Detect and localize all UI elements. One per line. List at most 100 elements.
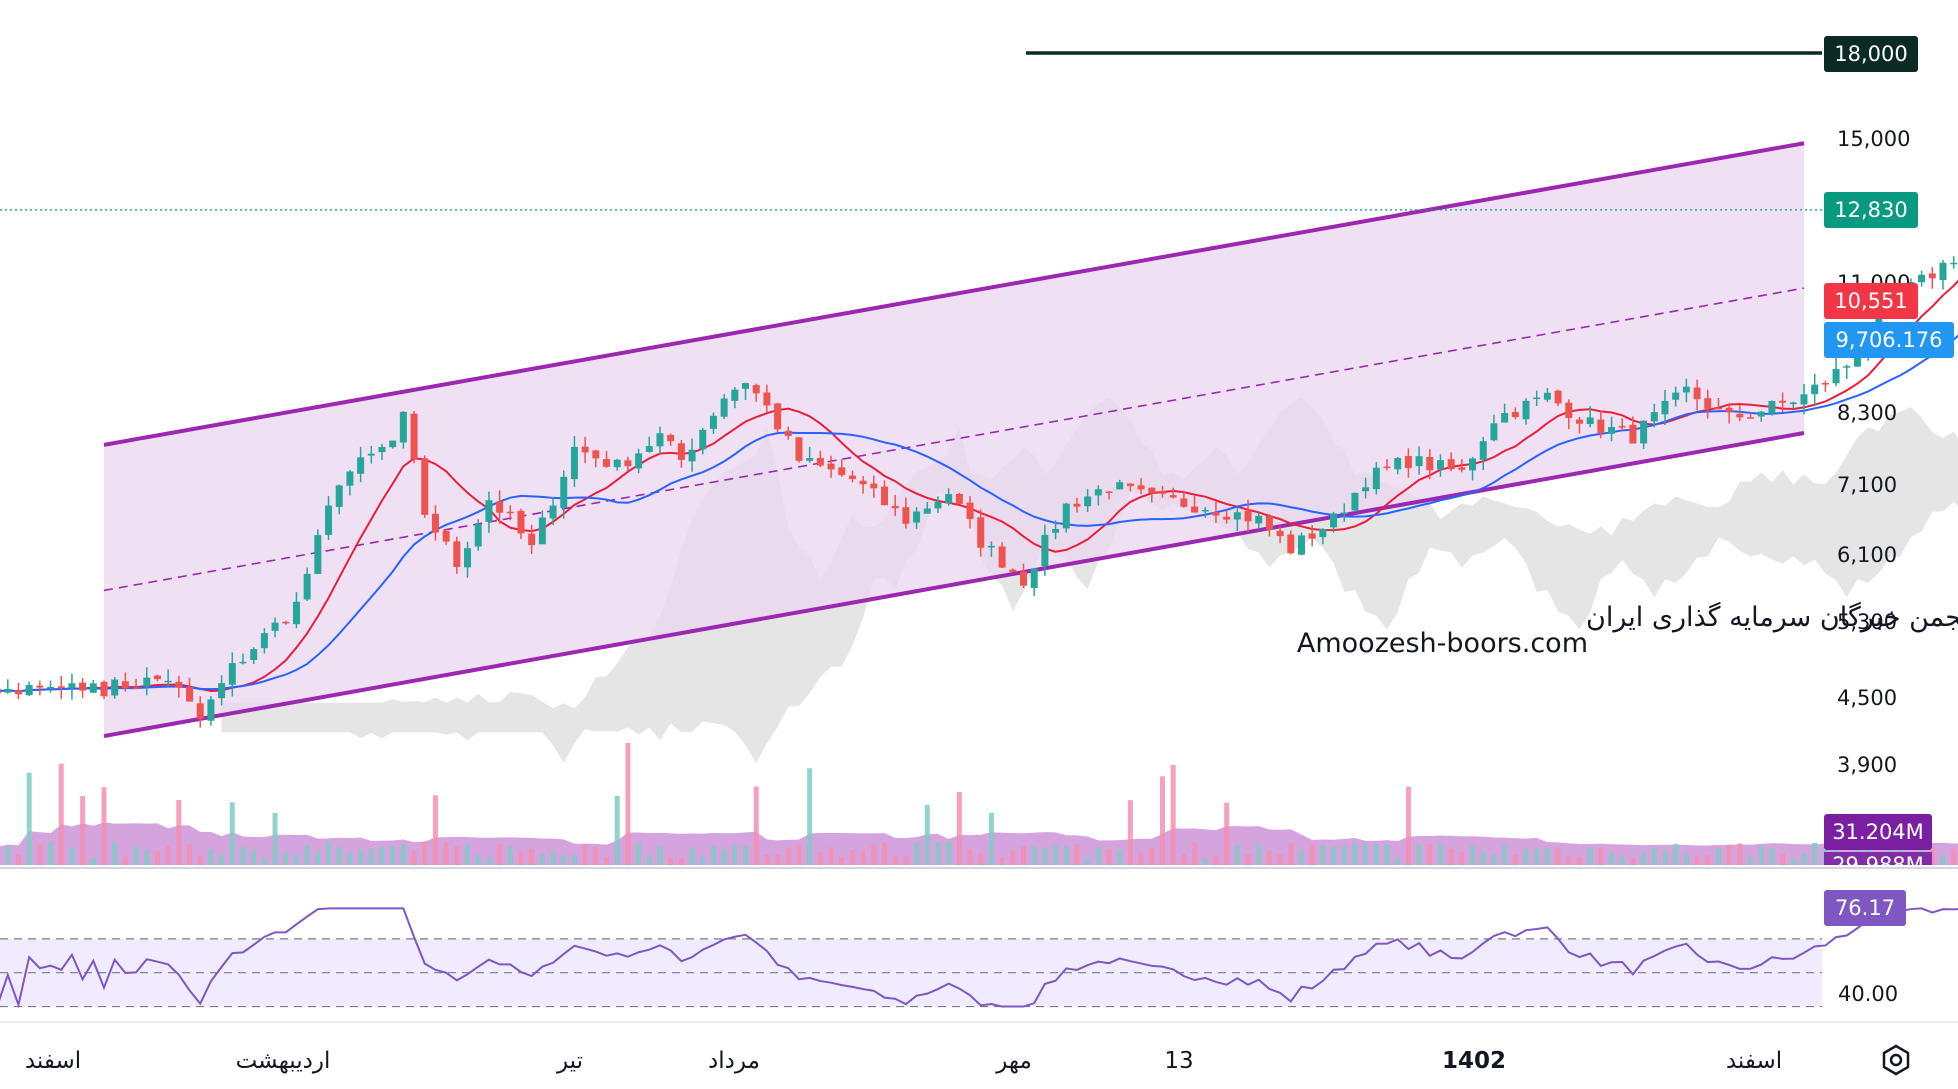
volume-bar bbox=[507, 846, 513, 865]
volume-bar bbox=[828, 847, 834, 865]
candle-body bbox=[1223, 516, 1231, 520]
candle-body bbox=[442, 530, 450, 542]
volume-bar bbox=[1127, 800, 1133, 865]
candle-body bbox=[1490, 423, 1498, 441]
candle-body bbox=[1383, 466, 1391, 469]
candle-body bbox=[1543, 392, 1551, 400]
volume-bar bbox=[411, 851, 417, 865]
candle-body bbox=[709, 415, 717, 429]
volume-bar bbox=[336, 847, 342, 865]
candle-body bbox=[378, 446, 386, 453]
volume-bar bbox=[1352, 843, 1358, 865]
candle-body bbox=[1725, 407, 1733, 413]
time-label: اردیبهشت bbox=[236, 1048, 331, 1074]
volume-bar bbox=[646, 855, 652, 865]
candlestick-series[interactable] bbox=[0, 187, 1958, 728]
volume-bar bbox=[1395, 858, 1401, 865]
volume-bar bbox=[753, 786, 759, 865]
candle-body bbox=[1736, 413, 1744, 418]
price-axis[interactable]: 15,000 11,000 8,300 7,100 6,100 5,300 4,… bbox=[1837, 127, 1910, 777]
price-channel[interactable] bbox=[103, 141, 1805, 739]
candle-body bbox=[239, 661, 247, 664]
candle-body bbox=[742, 383, 750, 389]
candle-body bbox=[1404, 456, 1412, 469]
candle-body bbox=[538, 517, 546, 545]
candle-body bbox=[506, 511, 514, 514]
candle-body bbox=[367, 453, 375, 456]
candle-body bbox=[1094, 489, 1102, 496]
volume-bar bbox=[946, 841, 952, 865]
volume-bar bbox=[1737, 843, 1743, 865]
volume-bar bbox=[165, 845, 171, 865]
target-level-badge[interactable]: 18,000 bbox=[1824, 36, 1918, 72]
candle-body bbox=[1244, 510, 1252, 522]
volume-bar bbox=[1683, 853, 1689, 865]
volume-bar bbox=[1673, 843, 1679, 865]
candle-body bbox=[1661, 400, 1669, 415]
price-tick: 8,300 bbox=[1837, 401, 1897, 425]
volume-bar bbox=[1448, 848, 1454, 865]
candle-body bbox=[731, 389, 739, 401]
rsi-line bbox=[0, 907, 1958, 1009]
candle-body bbox=[1458, 467, 1466, 470]
volume-bar bbox=[604, 856, 610, 865]
candle-body bbox=[1928, 273, 1936, 279]
volume-bar bbox=[1095, 847, 1101, 865]
candle-body bbox=[1041, 534, 1049, 567]
channel-lower-line bbox=[103, 431, 1805, 739]
volume-bar bbox=[112, 841, 118, 865]
volume-bar bbox=[1523, 849, 1529, 865]
volume-bar bbox=[497, 844, 503, 865]
time-axis[interactable]: اسفند اردیبهشت تیر مرداد مهر 13 1402 اسف… bbox=[25, 1048, 1782, 1074]
candle-body bbox=[656, 433, 664, 447]
volume-bar bbox=[999, 857, 1005, 865]
volume-bar bbox=[58, 763, 64, 865]
candle-body bbox=[389, 440, 397, 448]
candle-body bbox=[1511, 411, 1519, 418]
candle-body bbox=[1426, 456, 1434, 471]
volume-bar bbox=[1373, 844, 1379, 865]
candle-body bbox=[1308, 533, 1316, 539]
candle-body bbox=[870, 483, 878, 489]
volume-bar bbox=[197, 856, 203, 865]
horizontal-levels[interactable] bbox=[0, 51, 1822, 211]
candle-body bbox=[325, 505, 333, 535]
volume-bar bbox=[1726, 844, 1732, 865]
volume-bar bbox=[689, 848, 695, 865]
candle-body bbox=[966, 502, 974, 519]
candle-body bbox=[1330, 513, 1338, 528]
volume-bar bbox=[732, 845, 738, 865]
price-tick: 6,100 bbox=[1837, 543, 1897, 567]
ma-slow-badge[interactable]: 9,706.176 bbox=[1824, 322, 1954, 358]
candle-body bbox=[1479, 441, 1487, 460]
volume-bar bbox=[892, 855, 898, 865]
volume-bar bbox=[1812, 842, 1818, 865]
volume-bar bbox=[1363, 843, 1369, 865]
ma-fast-badge[interactable]: 10,551 bbox=[1824, 283, 1918, 319]
volume-bar bbox=[443, 843, 449, 865]
last-price-label: 12,830 bbox=[1834, 198, 1907, 222]
volume-bar bbox=[261, 857, 267, 865]
rsi-badge[interactable]: 76.17 bbox=[1824, 890, 1906, 926]
candle-body bbox=[1180, 498, 1188, 507]
chart-settings-icon[interactable] bbox=[1882, 1044, 1910, 1076]
volume-bar bbox=[1641, 852, 1647, 865]
last-price-badge[interactable]: 12,830 bbox=[1824, 192, 1918, 228]
volume-bar bbox=[1598, 847, 1604, 865]
candle-body bbox=[1693, 387, 1701, 400]
volume-bar bbox=[1063, 846, 1069, 865]
candle-body bbox=[549, 505, 557, 519]
volume-bar bbox=[1470, 845, 1476, 865]
candle-body bbox=[1768, 401, 1776, 414]
candle-body bbox=[1255, 515, 1263, 524]
candle-body bbox=[1533, 397, 1541, 400]
candle-body bbox=[153, 675, 161, 680]
candle-body bbox=[1672, 392, 1680, 400]
volume-bar bbox=[1331, 846, 1337, 865]
volume-bar bbox=[593, 846, 599, 865]
volume-bar bbox=[710, 846, 716, 865]
candle-body bbox=[1137, 485, 1145, 490]
candle-body bbox=[121, 681, 129, 689]
candle-body bbox=[196, 703, 204, 719]
